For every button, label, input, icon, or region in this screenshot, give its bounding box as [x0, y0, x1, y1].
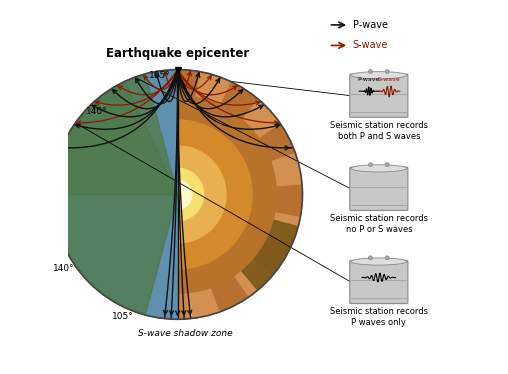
Wedge shape — [54, 75, 178, 314]
Circle shape — [163, 180, 192, 209]
Ellipse shape — [351, 72, 407, 79]
Wedge shape — [58, 194, 178, 289]
Text: S-wave shadow zone: S-wave shadow zone — [138, 329, 232, 338]
Text: 105°: 105° — [149, 71, 171, 80]
Wedge shape — [178, 194, 248, 310]
Text: Seismic station records
both P and S waves: Seismic station records both P and S wav… — [330, 121, 428, 141]
Text: S-wave: S-wave — [353, 40, 388, 50]
Wedge shape — [178, 123, 294, 194]
Wedge shape — [178, 71, 199, 194]
Wedge shape — [54, 82, 178, 194]
Wedge shape — [178, 73, 230, 194]
Circle shape — [368, 256, 372, 260]
Circle shape — [385, 70, 389, 73]
Text: 140°: 140° — [53, 264, 75, 273]
Circle shape — [53, 70, 302, 319]
Text: Seismic station records
no P or S waves: Seismic station records no P or S waves — [330, 214, 428, 234]
Text: Seismic station records
P waves only: Seismic station records P waves only — [330, 307, 428, 327]
Wedge shape — [53, 70, 178, 319]
Wedge shape — [178, 194, 297, 289]
FancyBboxPatch shape — [350, 260, 408, 304]
Wedge shape — [178, 194, 272, 296]
FancyBboxPatch shape — [350, 74, 408, 117]
Wedge shape — [178, 82, 257, 194]
Ellipse shape — [351, 258, 407, 265]
Wedge shape — [178, 194, 299, 247]
Circle shape — [103, 120, 252, 269]
Text: 105°: 105° — [112, 312, 134, 321]
Circle shape — [368, 70, 372, 73]
Text: S-wave: S-wave — [378, 77, 401, 82]
Circle shape — [368, 163, 372, 167]
Circle shape — [79, 96, 276, 293]
Ellipse shape — [351, 165, 407, 172]
Wedge shape — [178, 152, 301, 194]
Circle shape — [385, 163, 389, 167]
Circle shape — [129, 146, 226, 243]
Text: Earthquake epicenter: Earthquake epicenter — [106, 47, 249, 60]
Wedge shape — [178, 100, 279, 194]
Circle shape — [151, 168, 204, 221]
Circle shape — [385, 256, 389, 260]
Wedge shape — [178, 194, 290, 274]
Text: P-wave: P-wave — [358, 77, 380, 82]
Text: 140°: 140° — [86, 107, 107, 116]
Wedge shape — [178, 184, 301, 216]
Wedge shape — [178, 194, 220, 318]
FancyBboxPatch shape — [350, 167, 408, 211]
Text: P-wave: P-wave — [353, 20, 388, 30]
